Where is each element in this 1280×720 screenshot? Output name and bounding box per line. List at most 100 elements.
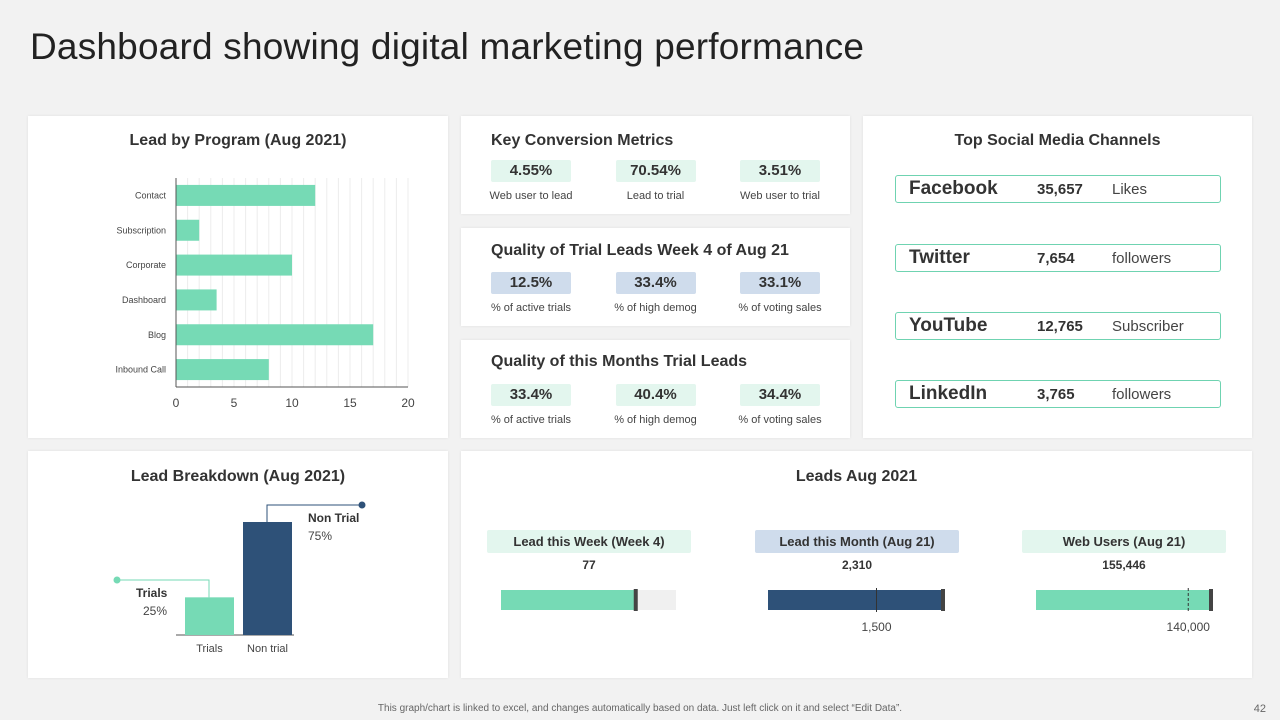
social-name: YouTube bbox=[909, 315, 988, 336]
bullet-target-label: 140,000 bbox=[1167, 620, 1211, 634]
social-row-twitter: Twitter 7,654 followers bbox=[895, 244, 1221, 272]
social-row-youtube: YouTube 12,765 Subscriber bbox=[895, 312, 1221, 340]
annotation-value: 75% bbox=[308, 529, 332, 543]
metric-value: 33.4% bbox=[491, 384, 571, 406]
social-channels-card: Top Social Media Channels Facebook 35,65… bbox=[863, 116, 1252, 438]
metric-label: % of high demog bbox=[614, 414, 697, 426]
social-name: LinkedIn bbox=[909, 383, 988, 404]
quality-month-title: Quality of this Months Trial Leads bbox=[491, 353, 748, 370]
annotation-leader-nontrial bbox=[266, 504, 362, 522]
bullet-end-marker bbox=[941, 589, 945, 611]
category-label: Non trial bbox=[247, 643, 288, 655]
footer-note: This graph/chart is linked to excel, and… bbox=[377, 703, 903, 714]
lead-breakdown-card: Lead Breakdown (Aug 2021) Trials Non tria… bbox=[28, 451, 448, 678]
metric-value: 40.4% bbox=[615, 384, 696, 406]
annotation-dot-trials bbox=[113, 576, 121, 584]
annotation-value: 25% bbox=[143, 604, 167, 618]
social-channels-title: Top Social Media Channels bbox=[954, 132, 1161, 149]
category-label: Dashboard bbox=[122, 295, 166, 305]
social-unit: Subscriber bbox=[1112, 318, 1184, 335]
bar bbox=[176, 324, 374, 346]
social-row-facebook: Facebook 35,657 Likes bbox=[895, 175, 1221, 203]
category-label: Subscription bbox=[116, 225, 166, 235]
quality-week-card: Quality of Trial Leads Week 4 of Aug 21 … bbox=[461, 228, 850, 326]
social-count: 7,654 bbox=[1037, 250, 1075, 267]
leads-aug-title: Leads Aug 2021 bbox=[795, 468, 918, 485]
tick-label: 20 bbox=[401, 396, 415, 410]
category-label: Inbound Call bbox=[115, 365, 166, 375]
quality-month-card: Quality of this Months Trial Leads 33.4%… bbox=[461, 340, 850, 438]
page-title: Dashboard showing digital marketing perf… bbox=[30, 26, 865, 67]
lead-breakdown-title: Lead Breakdown (Aug 2021) bbox=[130, 468, 346, 485]
bar bbox=[176, 289, 217, 311]
lead-week-value: 77 bbox=[582, 558, 596, 572]
metric-label: Web user to lead bbox=[489, 190, 573, 202]
metric-active-trials: 33.4% % of active trials bbox=[481, 384, 581, 426]
tick-label: 0 bbox=[173, 396, 180, 410]
social-name: Twitter bbox=[909, 247, 970, 268]
social-unit: Likes bbox=[1112, 181, 1148, 198]
metric-voting-sales: 34.4% % of voting sales bbox=[730, 384, 830, 426]
lead-by-program-card: Lead by Program (Aug 2021) Contact Subscr… bbox=[28, 116, 448, 438]
key-conversion-metrics: 4.55% Web user to lead 70.54% Lead to tr… bbox=[481, 160, 830, 202]
social-count: 35,657 bbox=[1037, 181, 1083, 198]
metric-value: 34.4% bbox=[740, 384, 820, 406]
metric-lead-to-trial: 70.54% Lead to trial bbox=[606, 160, 706, 202]
metric-value: 70.54% bbox=[615, 160, 696, 182]
bar bbox=[243, 522, 292, 635]
annotation-name: Non Trial bbox=[308, 511, 359, 525]
metric-web-user-to-lead: 4.55% Web user to lead bbox=[481, 160, 581, 202]
metric-value: 3.51% bbox=[740, 160, 820, 182]
bar bbox=[176, 219, 200, 241]
metric-label: Lead to trial bbox=[626, 190, 685, 202]
key-conversion-card: Key Conversion Metrics 4.55% Web user to… bbox=[461, 116, 850, 214]
bar bbox=[176, 359, 269, 381]
metric-value: 33.4% bbox=[615, 272, 696, 294]
social-name: Facebook bbox=[909, 178, 998, 199]
metric-voting-sales: 33.1% % of voting sales bbox=[730, 272, 830, 314]
lead-breakdown-chart: Trials Non trial Trials 25% Non Trial 75% bbox=[113, 501, 366, 655]
metric-value: 12.5% bbox=[491, 272, 571, 294]
lead-month-value: 2,310 bbox=[841, 558, 873, 572]
metric-web-user-to-trial: 3.51% Web user to trial bbox=[730, 160, 830, 202]
metric-label: Web user to trial bbox=[740, 190, 820, 202]
metric-value: 33.1% bbox=[740, 272, 820, 294]
web-users-value: 155,446 bbox=[1102, 558, 1146, 572]
lead-week-pill: Lead this Week (Week 4) bbox=[487, 530, 691, 553]
page-number: 42 bbox=[1253, 703, 1266, 715]
tick-label: 10 bbox=[285, 396, 299, 410]
leads-aug-card: Leads Aug 2021 Lead this Week (Week 4) 7… bbox=[461, 451, 1252, 678]
metric-label: % of voting sales bbox=[738, 302, 822, 314]
quality-week-metrics: 12.5% % of active trials 33.4% % of high… bbox=[481, 272, 830, 314]
category-label: Trials bbox=[196, 643, 223, 655]
bullet-end-marker bbox=[633, 589, 638, 611]
category-label: Blog bbox=[148, 330, 166, 340]
bar bbox=[176, 184, 316, 206]
bullet-fill bbox=[501, 590, 636, 610]
annotation-name: Trials bbox=[136, 586, 168, 600]
metric-active-trials: 12.5% % of active trials bbox=[481, 272, 581, 314]
lead-by-program-chart: Contact Subscription Corporate Dashboard Blo… bbox=[115, 178, 415, 410]
metric-value: 4.55% bbox=[491, 160, 571, 182]
annotation-dot-nontrial bbox=[358, 501, 366, 509]
metric-label: % of active trials bbox=[490, 414, 572, 426]
metric-high-demog: 33.4% % of high demog bbox=[606, 272, 706, 314]
annotation-leader-trials bbox=[117, 579, 210, 598]
metric-high-demog: 40.4% % of high demog bbox=[606, 384, 706, 426]
leads-bullet-charts: 1,500 140,000 bbox=[501, 588, 1213, 634]
bar bbox=[185, 597, 234, 635]
social-unit: followers bbox=[1112, 386, 1172, 403]
web-users-pill: Web Users (Aug 21) bbox=[1022, 530, 1226, 553]
key-conversion-title: Key Conversion Metrics bbox=[491, 132, 674, 149]
bullet-end-marker bbox=[1209, 589, 1213, 611]
lead-by-program-title: Lead by Program (Aug 2021) bbox=[129, 132, 347, 149]
bullet-fill bbox=[768, 590, 943, 610]
bullet-target-label: 1,500 bbox=[861, 620, 891, 634]
lead-month-pill: Lead this Month (Aug 21) bbox=[755, 530, 959, 553]
tick-label: 5 bbox=[231, 396, 238, 410]
bar bbox=[176, 254, 292, 276]
metric-label: % of high demog bbox=[614, 302, 697, 314]
metric-label: % of voting sales bbox=[738, 414, 822, 426]
category-label: Corporate bbox=[126, 260, 166, 270]
metric-label: % of active trials bbox=[490, 302, 572, 314]
